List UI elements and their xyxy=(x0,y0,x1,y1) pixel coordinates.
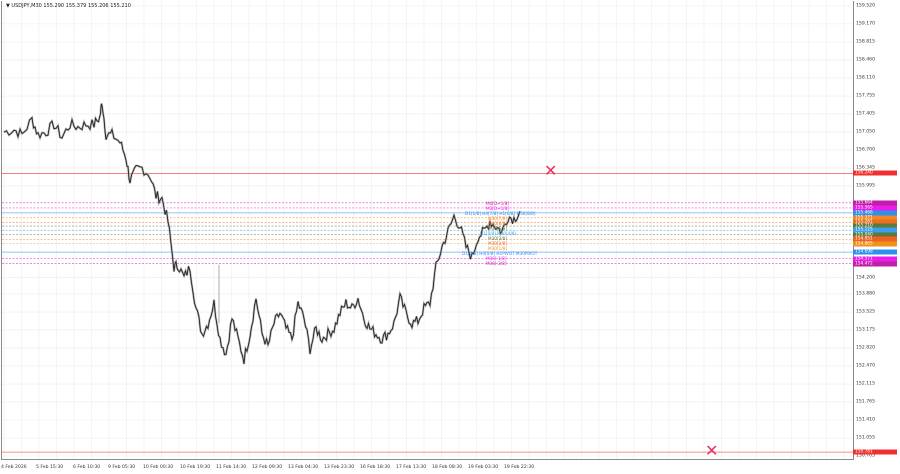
cross-marker-lower-icon: ✕ xyxy=(705,441,719,460)
level-annotation-label: M30[6/8] xyxy=(488,221,507,226)
price-tick-label: 159.520 xyxy=(856,3,875,9)
price-level-tag: 155.125 xyxy=(853,227,897,233)
price-tick-label: 158.110 xyxy=(856,75,875,81)
price-tick-label: 157.405 xyxy=(856,111,875,117)
price-level-tag: 155.565 xyxy=(853,205,897,211)
price-tick-label: 151.410 xyxy=(856,417,875,423)
time-tick-label: 10 Feb 19:30 xyxy=(180,465,211,470)
price-tick-label: 156.700 xyxy=(856,147,875,153)
time-tick-label: 10 Feb 00:30 xyxy=(143,465,174,470)
price-level-tag: 156.240 xyxy=(853,170,897,176)
price-level-tag: 154.698 xyxy=(853,249,897,255)
price-tick-label: 157.050 xyxy=(856,129,875,135)
price-tick-label: 152.115 xyxy=(856,381,875,387)
price-tick-label: 153.525 xyxy=(856,309,875,315)
time-tick-label: 17 Feb 13:30 xyxy=(396,465,427,470)
time-tick-label: 6 Feb 10:30 xyxy=(73,465,101,470)
level-annotation-label: M30[-1/8] xyxy=(486,256,507,261)
price-tick-label: 158.460 xyxy=(856,57,875,63)
time-tick-label: 19 Feb 03:30 xyxy=(468,465,499,470)
price-tick-label: 153.175 xyxy=(856,327,875,333)
time-axis[interactable]: 4 Feb 2026 5 Feb 15:30 6 Feb 10:30 9 Feb 05… xyxy=(0,460,853,474)
price-level-tag: 155.664 xyxy=(853,200,897,206)
price-tick-label: 152.470 xyxy=(856,363,875,369)
time-tick-label: 9 Feb 05:30 xyxy=(108,465,136,470)
price-level-tag: 154.865 xyxy=(853,241,897,247)
level-annotation-label: M30[2/8] xyxy=(488,241,507,246)
cross-marker-upper-icon: ✕ xyxy=(544,161,558,180)
level-annotation-label: M30[1/8] xyxy=(488,246,507,251)
price-axis[interactable]: 159.520 159.170 158.815 158.460 158.110 157.7… xyxy=(853,0,900,460)
time-tick-label: 12 Feb 09:30 xyxy=(252,465,283,470)
level-annotation-label: M30[3/8] xyxy=(488,236,507,241)
level-annotation-label: D1[1/8] H4[7/8] H1[6/8] M30[8/8] xyxy=(465,211,536,216)
price-level-tag: 154.951 xyxy=(853,236,897,242)
price-tick-label: 151.055 xyxy=(856,435,875,441)
price-tick-label: 157.755 xyxy=(856,93,875,99)
level-annotation-label: H1[4/8] M30[4/8] xyxy=(480,231,517,236)
price-tick-label: 156.345 xyxy=(856,165,875,171)
price-level-tag: 155.210 xyxy=(853,223,897,229)
price-tick-label: 151.765 xyxy=(856,399,875,405)
level-annotation-label: D1[0/8] H4[0/8] H1PIVOT M30PIVOT xyxy=(462,251,538,256)
price-level-tag: 154.472 xyxy=(853,261,897,267)
price-tick-label: 152.820 xyxy=(856,345,875,351)
time-tick-label: 5 Feb 15:30 xyxy=(36,465,64,470)
price-tick-label: 158.815 xyxy=(856,39,875,45)
price-level-tag: 155.468 xyxy=(853,210,897,216)
price-level-tag: 154.571 xyxy=(853,256,897,262)
level-annotation-label: M30[7/8] xyxy=(488,216,507,221)
price-tick-label: 150.705 xyxy=(856,453,875,459)
symbol-ohlc-header: ▼ USDJPY,M30 155.290 155.379 155.206 155… xyxy=(6,3,131,9)
price-tick-label: 155.995 xyxy=(856,183,875,189)
time-tick-label: 4 Feb 2026 xyxy=(1,465,27,470)
time-tick-label: 13 Feb 23:30 xyxy=(324,465,355,470)
price-line xyxy=(3,103,521,365)
price-chart-area[interactable]: ▼ USDJPY,M30 155.290 155.379 155.206 155… xyxy=(1,1,854,460)
price-tick-label: 154.200 xyxy=(856,275,875,281)
level-annotation-label: M30[5/8] xyxy=(488,226,507,231)
time-tick-label: 18 Feb 08:30 xyxy=(432,465,463,470)
price-chart-svg[interactable] xyxy=(2,1,853,459)
price-level-tag: 155.281 xyxy=(853,219,897,225)
time-tick-label: 13 Feb 04:30 xyxy=(288,465,319,470)
price-tick-label: 153.880 xyxy=(856,291,875,297)
price-tick-label: 159.170 xyxy=(856,21,875,27)
time-tick-label: 16 Feb 18:30 xyxy=(360,465,391,470)
price-level-tag: 155.040 xyxy=(853,232,897,238)
price-level-tag: 150.781 xyxy=(853,449,897,455)
price-level-tag: 155.371 xyxy=(853,215,897,221)
level-annotation-label: M4[D+1/8] xyxy=(486,201,510,206)
level-annotation-label: M30[-2/8] xyxy=(486,261,507,266)
time-tick-label: 11 Feb 14:30 xyxy=(216,465,247,470)
level-annotation-label: M3[D+1/8] xyxy=(486,206,510,211)
time-tick-label: 19 Feb 22:30 xyxy=(504,465,535,470)
